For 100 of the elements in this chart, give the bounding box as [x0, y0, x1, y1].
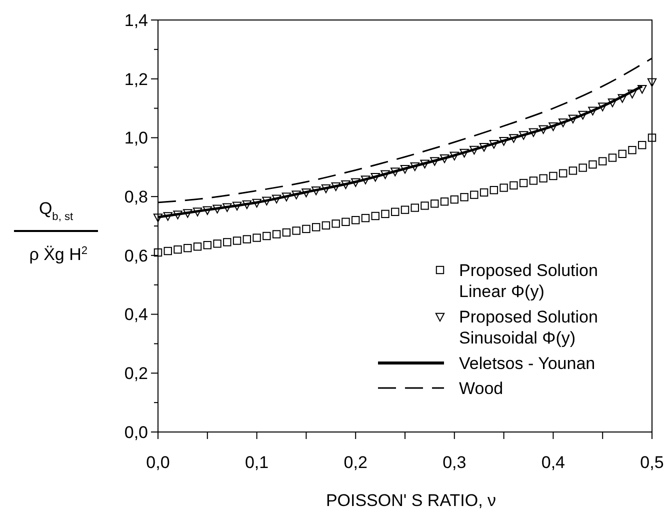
point — [331, 182, 340, 192]
point — [242, 235, 252, 244]
point — [509, 134, 518, 143]
point — [370, 172, 380, 182]
point — [500, 184, 508, 192]
y-tick-label: 0,6 — [124, 246, 148, 266]
point — [608, 98, 618, 108]
legend-label: Proposed Solution Sinusoidal Φ(y) — [459, 307, 598, 348]
point — [480, 188, 488, 197]
point — [232, 202, 242, 210]
x-tick-label: 0,4 — [541, 453, 566, 472]
point — [549, 172, 558, 180]
point — [262, 196, 272, 206]
point — [390, 168, 400, 176]
legend-label: Wood — [459, 378, 504, 398]
point — [213, 240, 222, 248]
point — [430, 200, 439, 208]
point — [381, 210, 390, 218]
point — [410, 162, 420, 172]
legend-label: Veletsos - Younan — [459, 354, 596, 373]
y-tick-label: 0,4 — [124, 305, 148, 324]
point — [262, 232, 271, 240]
point — [548, 122, 558, 132]
point — [391, 208, 400, 216]
x-tick-label: 0,5 — [640, 453, 664, 472]
point — [529, 176, 538, 185]
point — [460, 193, 468, 202]
point — [184, 244, 192, 252]
point — [332, 220, 340, 228]
point — [578, 110, 588, 120]
x-tick-label: 0,2 — [344, 453, 368, 472]
point — [154, 248, 162, 257]
point — [342, 218, 350, 226]
point — [351, 178, 360, 187]
point — [212, 204, 222, 214]
point — [153, 214, 163, 222]
point — [420, 202, 429, 210]
point — [450, 195, 458, 204]
point — [647, 78, 657, 87]
point — [272, 230, 281, 238]
point — [282, 228, 291, 237]
text: Q$_{b, st}$ ρ Ẍg H$^{2}$ — [29, 199, 88, 264]
point — [410, 204, 419, 212]
point — [558, 169, 568, 178]
point — [400, 165, 410, 174]
point — [499, 137, 508, 146]
point — [479, 142, 489, 152]
point — [292, 226, 300, 235]
point — [302, 224, 310, 234]
point — [518, 131, 528, 140]
point — [628, 90, 637, 98]
point — [538, 125, 548, 134]
x-tick-label: 0,0 — [146, 453, 170, 472]
point — [558, 118, 568, 128]
point — [282, 192, 292, 202]
point — [202, 206, 212, 215]
y-tick-label: 1,2 — [124, 70, 148, 89]
point — [360, 176, 370, 184]
point — [598, 102, 608, 112]
point — [578, 164, 587, 172]
point — [380, 170, 390, 180]
point — [568, 166, 578, 175]
point — [440, 197, 449, 206]
point — [519, 178, 528, 188]
y-tick-label: 0,0 — [124, 422, 148, 442]
point — [430, 157, 440, 166]
point — [242, 200, 252, 210]
point — [252, 234, 261, 242]
point — [588, 106, 598, 116]
y-tick-label: 0,8 — [124, 188, 148, 207]
point — [638, 140, 646, 150]
y-tick-label: 0,2 — [124, 364, 148, 384]
y-tick-label: 1,4 — [124, 10, 148, 30]
point — [470, 190, 478, 199]
point — [223, 238, 232, 246]
point — [164, 246, 172, 256]
point — [371, 212, 380, 220]
y-tick-label: 1,0 — [124, 128, 148, 148]
point — [420, 160, 430, 168]
point — [312, 223, 320, 232]
point — [311, 186, 321, 196]
point — [628, 146, 636, 154]
point — [460, 148, 469, 158]
point — [470, 146, 479, 155]
point — [252, 198, 262, 208]
point — [203, 241, 212, 250]
point — [341, 180, 350, 190]
point — [322, 221, 330, 230]
point — [510, 181, 518, 190]
point — [272, 194, 282, 204]
point — [489, 140, 499, 149]
point — [588, 160, 597, 169]
point — [400, 206, 410, 214]
point — [598, 157, 607, 166]
point — [608, 154, 617, 162]
x-tick-label: 0,3 — [442, 453, 466, 472]
point — [352, 216, 360, 224]
point — [539, 174, 548, 182]
point — [302, 188, 311, 198]
point — [648, 134, 656, 142]
